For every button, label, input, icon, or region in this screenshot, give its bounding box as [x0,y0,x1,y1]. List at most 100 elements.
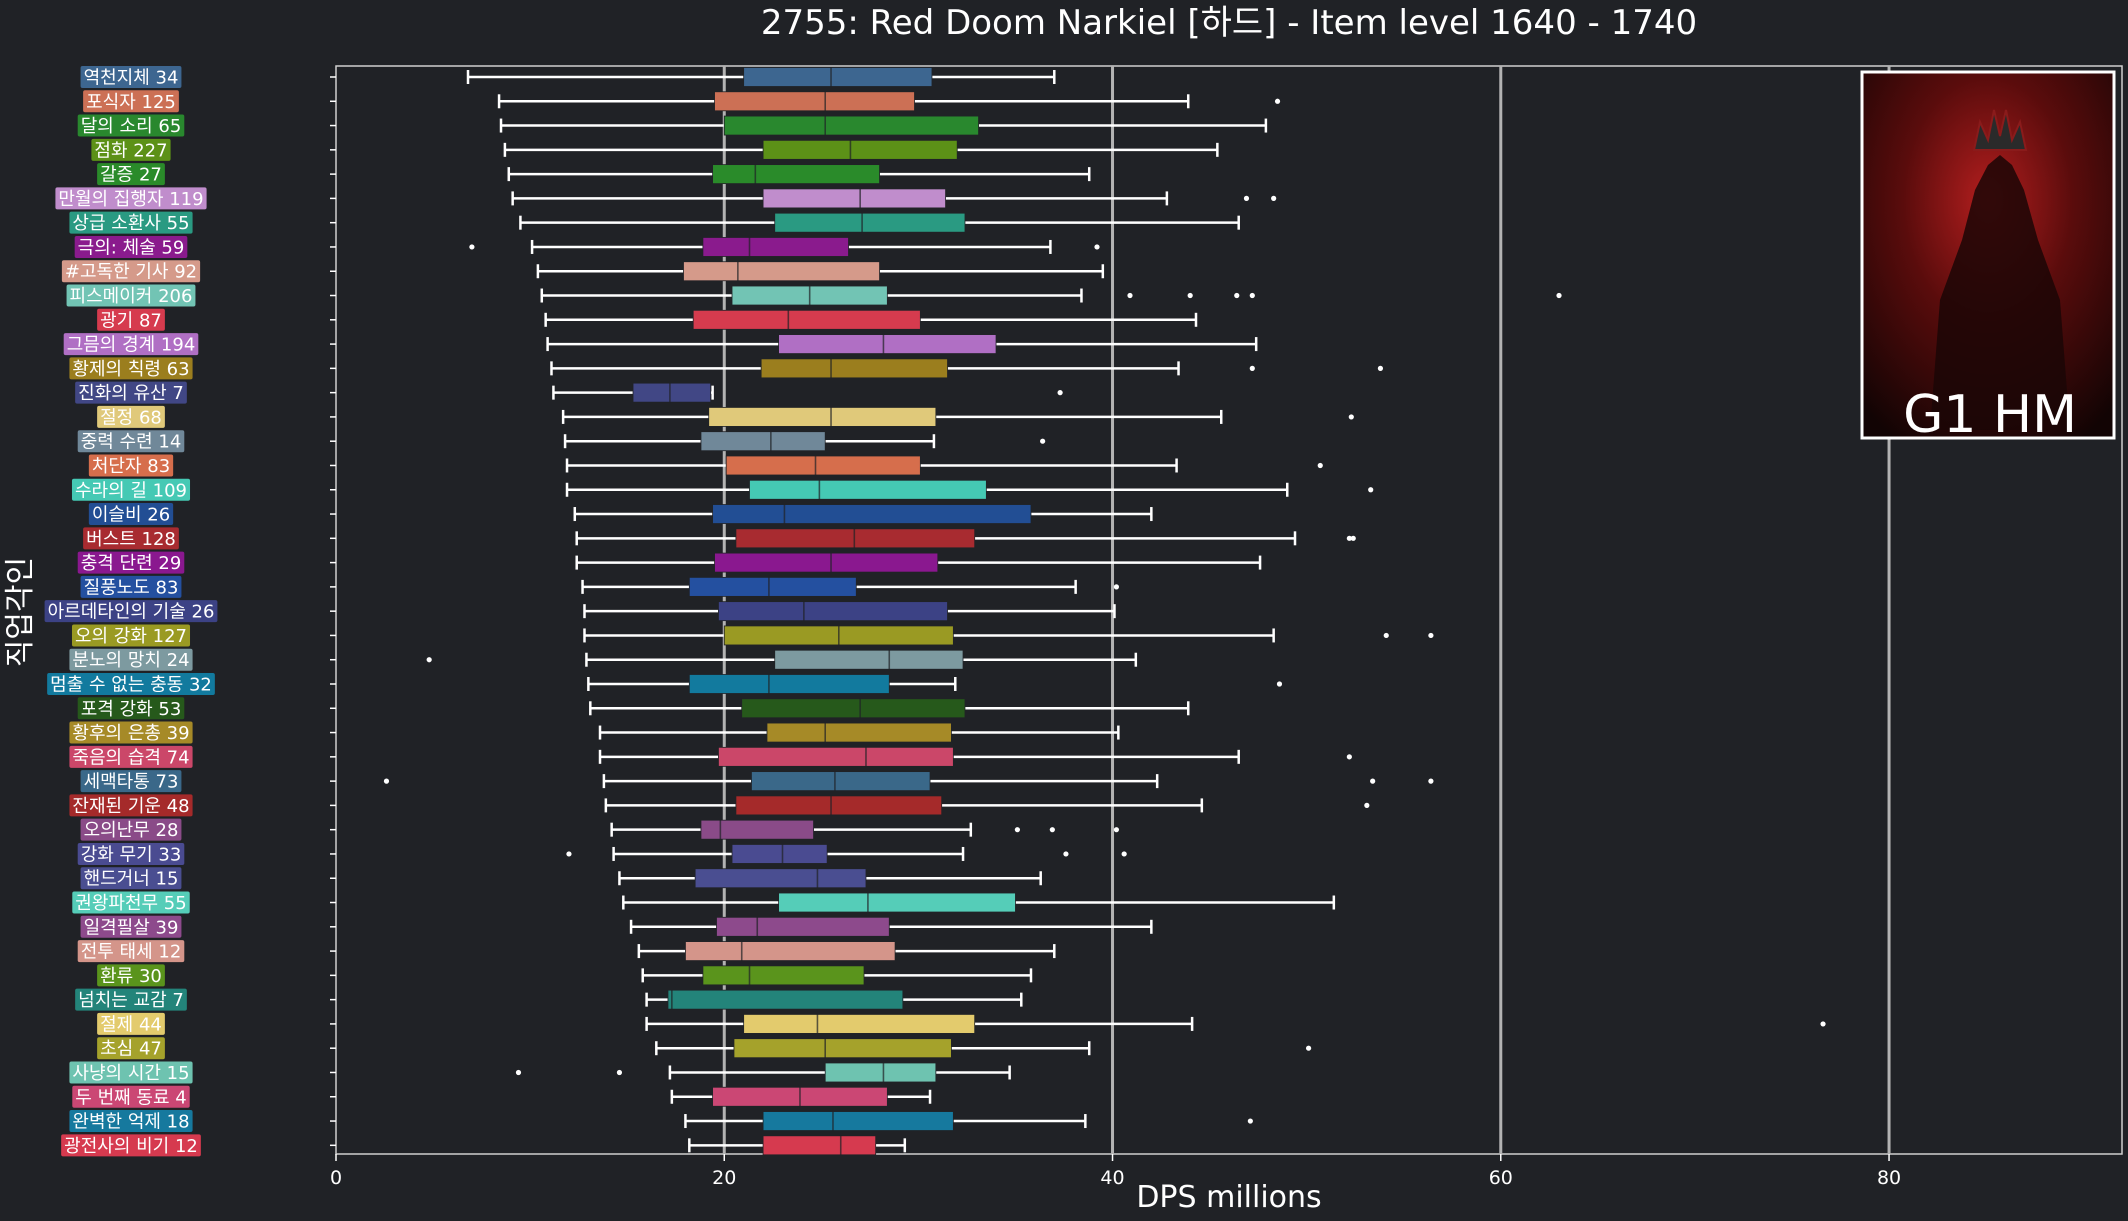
category-label-bg [71,624,191,647]
outlier-point [1187,292,1193,299]
iqr-box [725,455,921,476]
box-25 [587,674,1283,694]
category-label-text: 상급 소환사 55 [72,213,189,234]
outlier-point [1094,244,1100,250]
category-label: 포격 강화 53 [77,697,185,720]
outlier-point [1040,438,1046,444]
category-label: 절제 44 [97,1012,165,1035]
box-36 [637,941,1056,961]
category-label-bg [97,163,165,186]
box-12 [550,358,1384,379]
category-label: 그믐의 경계 194 [63,333,199,356]
category-label-bg [47,673,215,695]
iqr-box [762,188,946,209]
category-label-bg [69,1110,193,1133]
box-23 [583,625,1434,646]
box-20 [575,552,1262,573]
box-19 [575,528,1356,549]
category-label-bg [75,988,187,1011]
category-label-bg [97,405,165,428]
iqr-box [824,1062,937,1083]
iqr-box [718,746,954,767]
category-label-text: 갈증 27 [100,165,162,186]
category-label-text: 멈출 수 없는 충동 32 [50,675,212,696]
category-label-bg [71,478,191,501]
category-label-bg [69,648,193,671]
iqr-box [714,91,915,112]
category-labels: 역천지체 34 포식자 125 달의 소리 65 점화 227 갈증 27 만월의 집행자… [44,66,336,1157]
category-label-bg [72,891,190,914]
outlier-point [1243,195,1250,201]
category-label-bg [88,454,174,477]
category-label: 이슬비 26 [88,503,174,526]
category-label: 오의 강화 127 [71,624,191,647]
category-label-text: 세맥타통 73 [84,772,179,793]
x-tick-label: 0 [330,1167,342,1189]
category-label: 강화 무기 33 [77,842,185,865]
box-34 [622,892,1336,913]
outlier-point [469,244,475,250]
category-label: 점화 227 [91,138,171,161]
outlier-point [1364,802,1370,809]
outlier-point [1346,754,1352,760]
outlier-point [1377,365,1384,371]
boss-silhouette-icon [1930,155,2070,430]
category-label-text: 버스트 128 [86,529,176,550]
iqr-box [708,407,937,427]
category-label: 질풍노도 83 [80,575,182,598]
box-7 [469,237,1100,257]
category-label: 충격 단련 29 [77,551,185,574]
category-label-text: 오의 강화 127 [75,626,187,647]
iqr-box [702,965,865,986]
box-44 [688,1135,907,1156]
category-label-bg [97,1012,165,1035]
box-13 [552,382,1063,403]
outlier-point [1274,98,1281,104]
box-41 [515,1062,1011,1083]
box-38 [645,989,1023,1010]
category-label-text: 극의: 체술 59 [78,237,185,258]
category-label-text: 포격 강화 53 [81,699,182,720]
category-label: 멈출 수 없는 충동 32 [47,673,215,696]
box-5 [511,188,1277,209]
category-label-text: 황후의 은총 39 [72,723,189,744]
y-axis-title: 직업각인 [3,557,38,667]
iqr-box [743,67,933,87]
category-label-bg [69,721,193,744]
outlier-point [1121,851,1127,857]
category-label-text: 광기 87 [100,310,162,331]
category-label: 초심 47 [97,1037,165,1060]
outlier-point [1271,195,1277,201]
category-label: 버스트 128 [83,527,179,550]
box-1 [497,91,1281,112]
category-label-text: 절제 44 [100,1014,162,1035]
category-label-text: 충격 단련 29 [81,553,182,574]
category-label-bg [83,90,179,113]
category-label: 오의난무 28 [80,818,182,841]
category-label: 권왕파천무 55 [72,891,190,914]
category-label-bg [77,842,185,865]
iqr-box [735,528,976,549]
box-26 [589,698,1190,719]
category-label-bg [77,430,185,453]
box-30 [604,795,1370,816]
box-21 [581,576,1120,597]
outlier-point [1063,851,1069,857]
category-label-text: 강화 무기 33 [81,844,182,865]
category-label-text: 광전사의 비기 12 [64,1136,198,1157]
category-label-text: 역천지체 34 [84,68,179,89]
category-label-text: 중력 수련 14 [81,432,182,453]
category-label-bg [77,551,185,574]
raid-badge: G1 HM [1860,70,2116,445]
iqr-box [712,164,880,185]
iqr-box [735,795,943,816]
outlier-point [1049,827,1055,833]
outlier-point [1348,414,1354,420]
box-39 [645,1014,1826,1034]
box-31 [610,819,1120,840]
iqr-box [733,1038,952,1059]
outlier-point [616,1069,623,1076]
box-series [383,67,1826,1156]
category-label-bg [69,211,193,234]
